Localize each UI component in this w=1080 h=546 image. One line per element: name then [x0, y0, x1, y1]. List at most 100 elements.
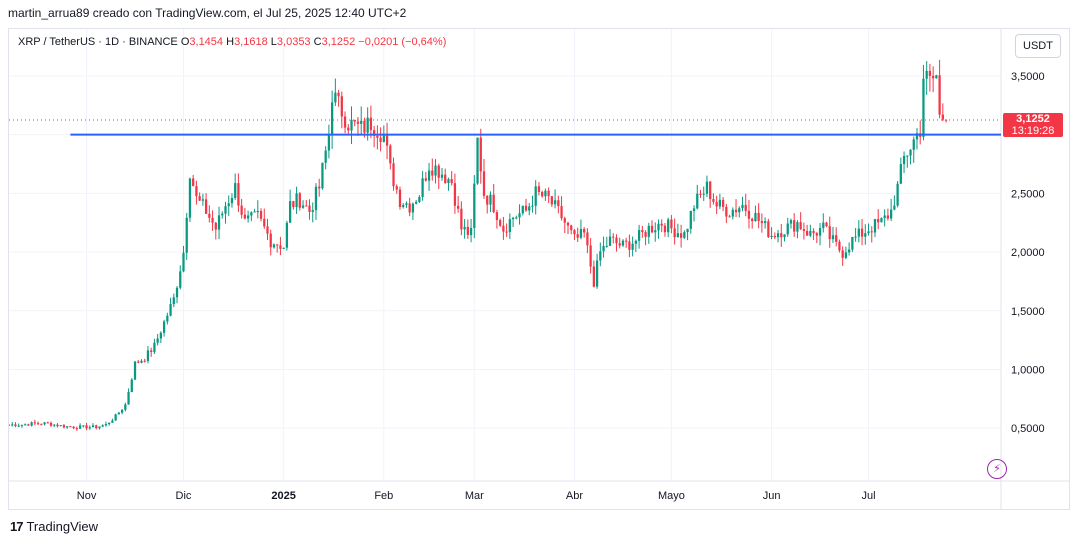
chart-panel[interactable]: 0,5000 1,0000 1,5000 2,0000 2,5000 3,5000 Nov D…: [8, 28, 1070, 510]
candle-body: [805, 230, 809, 236]
candle-body: [473, 183, 476, 228]
candle-body: [198, 196, 201, 201]
candle-body: [150, 350, 153, 353]
open-value: 3,1454: [189, 36, 224, 48]
candle-body: [505, 231, 508, 233]
candle-body: [502, 225, 505, 232]
x-tick-label: Mayo: [658, 490, 685, 502]
candle-body: [175, 287, 179, 298]
candle-body: [625, 240, 628, 242]
candle-body: [376, 135, 379, 138]
lightning-icon[interactable]: ⚡: [987, 459, 1007, 479]
tradingview-logo-icon: 17: [10, 519, 24, 534]
candle-body: [324, 150, 327, 163]
candle-body: [592, 266, 595, 287]
candle-body: [434, 165, 437, 176]
candle-body: [243, 214, 247, 219]
candle-body: [343, 116, 347, 128]
candle-body: [440, 174, 444, 178]
candlestick-chart[interactable]: 0,5000 1,0000 1,5000 2,0000 2,5000 3,5000 Nov D…: [9, 29, 1069, 509]
candle-body: [670, 219, 673, 229]
candle-body: [30, 422, 33, 426]
candle-body: [224, 206, 227, 214]
candle-body: [392, 163, 395, 187]
change-value: −0,0201 (−0,64%): [358, 36, 447, 48]
candle-body: [356, 121, 360, 124]
x-tick-label: Mar: [465, 490, 484, 502]
candle-body: [120, 409, 124, 413]
candle-body: [738, 208, 741, 213]
candle-body: [754, 212, 757, 222]
candle-body: [634, 240, 637, 244]
candle-body: [615, 237, 618, 244]
candle-body: [476, 137, 479, 184]
candle-body: [208, 213, 211, 218]
y-tick-label: 1,0000: [1011, 364, 1045, 376]
x-tick-label: 2025: [271, 490, 295, 502]
candle-body: [20, 424, 24, 426]
candle-body: [637, 230, 641, 241]
candle-body: [431, 170, 434, 176]
candle-body: [159, 332, 163, 339]
candle-body: [395, 186, 398, 190]
candle-body: [133, 361, 137, 380]
candle-body: [124, 404, 127, 410]
low-value: 3,0353: [276, 36, 311, 48]
y-tick-label: 0,5000: [1011, 423, 1045, 435]
candle-body: [935, 75, 938, 79]
candle-body: [880, 218, 883, 223]
candle-body: [657, 223, 660, 231]
currency-button[interactable]: USDT: [1015, 34, 1061, 58]
candle-body: [928, 70, 932, 76]
candle-body: [259, 211, 263, 219]
candle-body: [776, 233, 780, 238]
candle-body: [486, 195, 489, 205]
candle-body: [602, 245, 605, 252]
candle-body: [204, 199, 208, 214]
candle-body: [137, 361, 140, 363]
chart-attribution: martin_arrua89 creado con TradingView.co…: [8, 6, 407, 20]
candle-body: [311, 210, 314, 212]
candle-body: [347, 127, 350, 131]
candle-body: [725, 206, 728, 217]
candle-body: [734, 209, 738, 213]
candle-body: [24, 424, 27, 426]
candle-body: [140, 360, 143, 363]
candle-body: [689, 210, 692, 229]
candle-body: [318, 186, 321, 189]
candle-body: [195, 186, 198, 197]
tradingview-brand: TradingView: [26, 519, 99, 534]
candle-body: [828, 226, 831, 240]
candle-body: [85, 425, 88, 429]
candle-body: [301, 205, 305, 208]
symbol-label[interactable]: XRP / TetherUS · 1D · BINANCE: [18, 36, 178, 48]
candle-body: [686, 228, 689, 233]
candle-body: [944, 119, 948, 121]
high-label: H: [226, 36, 235, 48]
candle-body: [72, 426, 75, 429]
candle-body: [188, 178, 192, 218]
candle-body: [427, 170, 431, 181]
candle-body: [844, 252, 848, 258]
candle-body: [127, 391, 130, 405]
candle-body: [563, 218, 566, 223]
candle-body: [780, 233, 783, 238]
candle-body: [550, 196, 553, 205]
candle-body: [214, 222, 217, 230]
candle-body: [731, 209, 734, 217]
candle-body: [773, 235, 776, 238]
candle-body: [877, 219, 880, 223]
candle-body: [469, 227, 473, 235]
last-price-badge: 3,1252 13:19:28: [1003, 112, 1063, 137]
candle-body: [922, 78, 925, 137]
close-value: 3,1252: [321, 36, 356, 48]
candle-body: [608, 236, 612, 246]
candle-body: [62, 425, 66, 428]
ohlc-legend: XRP / TetherUS · 1D · BINANCE O3,1454 H3…: [18, 36, 446, 48]
candle-body: [53, 424, 56, 426]
candle-body: [799, 222, 802, 230]
candle-body: [201, 199, 205, 201]
candle-body: [166, 315, 169, 322]
candle-body: [424, 178, 427, 181]
candle-body: [282, 247, 285, 249]
